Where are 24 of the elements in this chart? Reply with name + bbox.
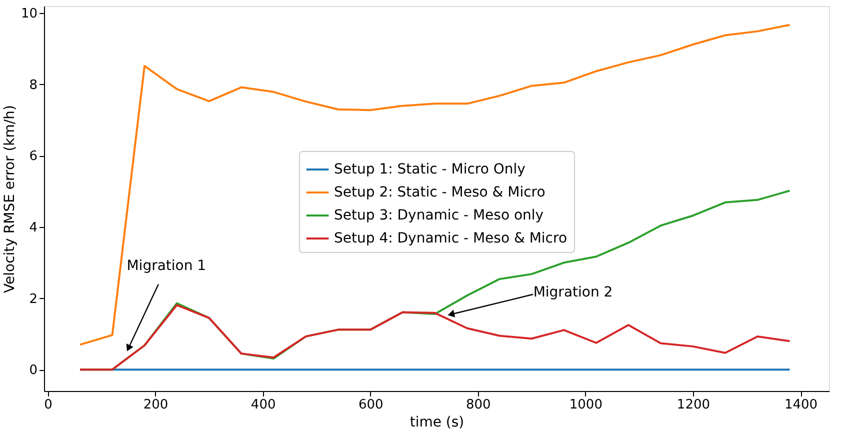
x-tick-label: 1200 <box>676 398 710 412</box>
y-axis-title: Velocity RMSE error (km/h) <box>2 105 18 293</box>
x-tick-label: 200 <box>143 398 168 412</box>
annotation: Migration 1 <box>126 258 206 274</box>
line-series <box>79 24 791 346</box>
y-tick-label: 6 <box>29 149 38 164</box>
x-tick-label: 800 <box>466 398 491 412</box>
annotation: Migration 2 <box>533 284 613 300</box>
x-tick-label: 400 <box>250 398 276 412</box>
line-series <box>79 304 791 371</box>
x-axis-title: time (s) <box>410 414 464 430</box>
x-tick-label: 600 <box>358 398 384 412</box>
legend-label: Setup 4: Dynamic - Meso & Micro <box>334 230 568 246</box>
y-tick-label: 10 <box>20 6 38 22</box>
legend-label: Setup 2: Static - Meso & Micro <box>334 184 546 200</box>
x-tick-label: 0 <box>44 398 52 412</box>
legend-label: Setup 1: Static - Micro Only <box>334 162 526 178</box>
legend-label: Setup 3: Dynamic - Meso only <box>334 208 544 224</box>
y-tick-label: 2 <box>29 292 38 307</box>
x-tick-label: 1000 <box>569 398 602 412</box>
y-tick-label: 0 <box>29 363 38 378</box>
y-tick-label: 8 <box>29 78 38 93</box>
x-tick-label: 1400 <box>784 398 818 412</box>
y-tick-label: 4 <box>29 220 38 236</box>
